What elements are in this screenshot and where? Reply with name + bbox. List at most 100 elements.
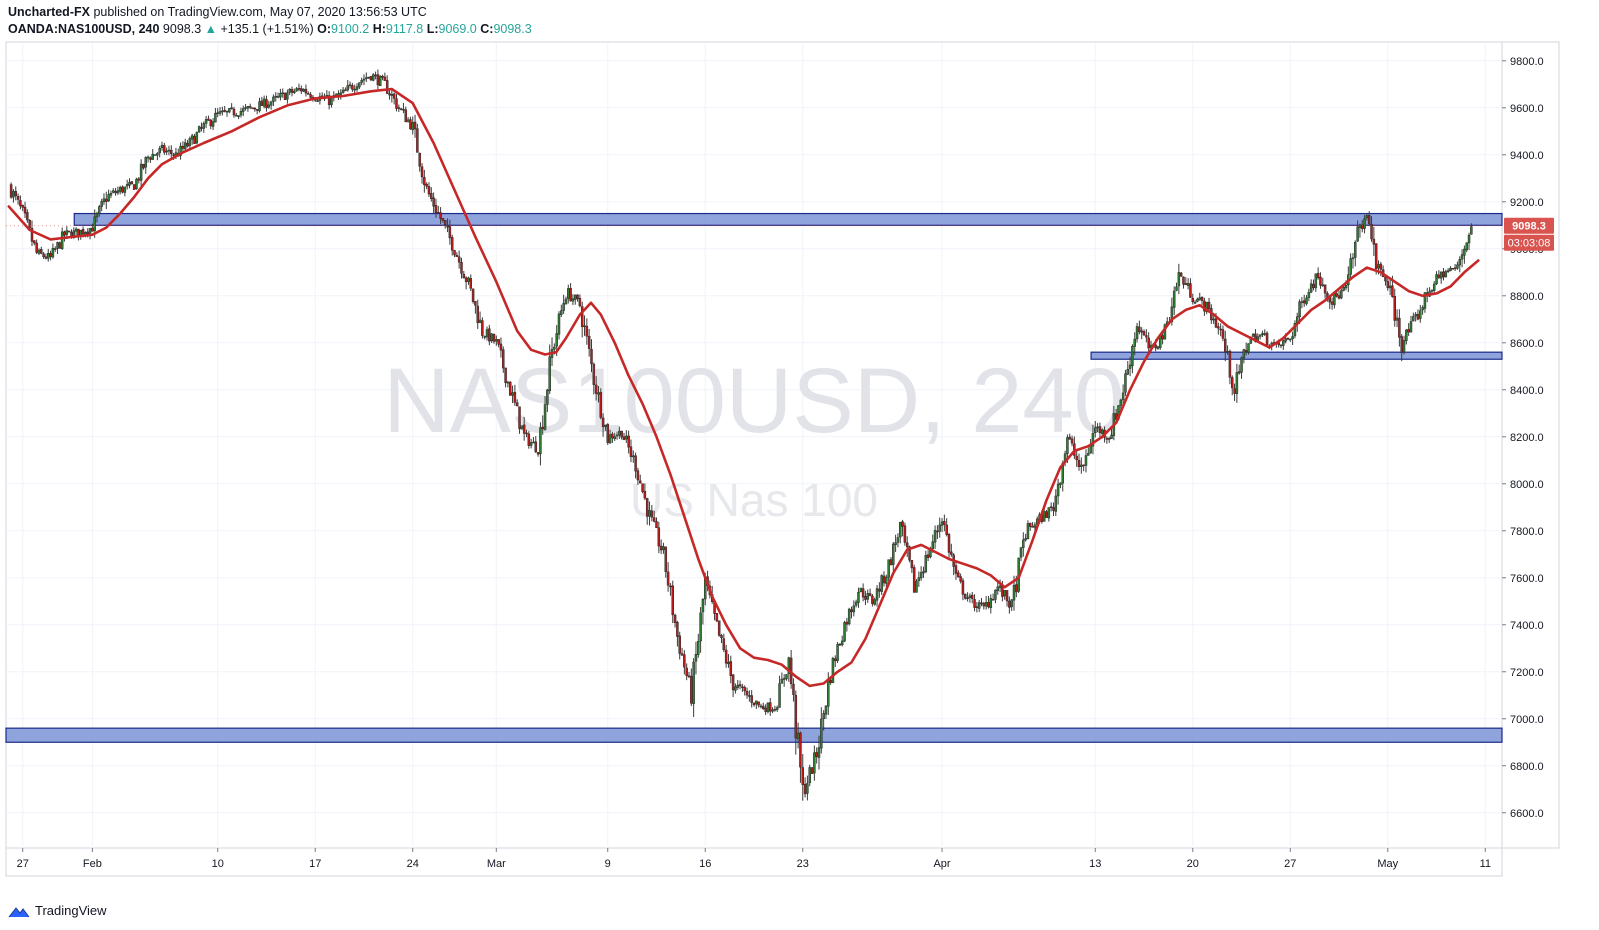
- candle: [450, 234, 454, 256]
- candle: [1312, 279, 1315, 291]
- candle-body: [1052, 507, 1055, 511]
- candle: [218, 107, 222, 116]
- candle-body: [139, 163, 143, 181]
- candle-body: [376, 74, 380, 86]
- candle-body: [669, 585, 672, 588]
- candle-body: [112, 190, 115, 193]
- candle-body: [1437, 274, 1441, 278]
- candle: [866, 589, 870, 603]
- candle: [1316, 267, 1320, 280]
- candle-body: [42, 253, 45, 258]
- candle: [1363, 214, 1366, 234]
- candle-body: [460, 262, 463, 274]
- candle-body: [864, 596, 867, 600]
- candle-body: [1221, 329, 1225, 339]
- candle: [355, 83, 359, 92]
- candle-body: [242, 108, 245, 112]
- candle-body: [655, 521, 658, 529]
- y-tick-label: 6800.0: [1510, 761, 1544, 773]
- candle-body: [360, 80, 363, 83]
- candle-body: [490, 333, 493, 342]
- candle-body: [450, 237, 454, 251]
- candle-body: [443, 220, 447, 225]
- candle: [1432, 281, 1436, 293]
- candle: [608, 429, 612, 444]
- candle: [820, 707, 823, 754]
- candle: [281, 88, 284, 98]
- candle: [300, 85, 303, 95]
- candle: [237, 115, 240, 120]
- candle: [782, 674, 786, 687]
- candle-body: [594, 384, 598, 394]
- candle-body: [966, 597, 969, 600]
- candle: [989, 594, 993, 614]
- candle: [137, 177, 141, 184]
- candle: [1189, 278, 1192, 299]
- candle: [1258, 334, 1262, 340]
- candle: [1279, 344, 1283, 349]
- candle: [933, 525, 937, 549]
- candle: [1467, 232, 1471, 251]
- candle-body: [455, 255, 459, 257]
- candle: [1098, 422, 1102, 438]
- candle-body: [608, 434, 612, 444]
- symbol-label[interactable]: OANDA:NAS100USD, 240: [8, 22, 160, 36]
- candle: [1233, 383, 1236, 402]
- candle-body: [662, 546, 665, 550]
- candle-body: [1107, 438, 1111, 440]
- candle: [409, 116, 412, 130]
- candle: [1449, 266, 1452, 272]
- tradingview-logo-icon: [8, 906, 30, 917]
- candle-body: [727, 661, 730, 665]
- candle-body: [1138, 326, 1141, 332]
- candle-body: [1214, 318, 1218, 328]
- candle-body: [1131, 346, 1134, 367]
- candle: [1142, 329, 1146, 336]
- candle: [504, 367, 507, 388]
- candle: [156, 152, 159, 161]
- candle-body: [316, 100, 319, 102]
- candle-body: [214, 112, 217, 123]
- candle-body: [467, 277, 470, 282]
- candle: [397, 104, 401, 113]
- candle: [163, 142, 166, 155]
- candle-body: [411, 122, 414, 131]
- author-name[interactable]: Uncharted-FX: [8, 5, 90, 19]
- tradingview-footer[interactable]: TradingView: [8, 903, 107, 918]
- candle-body: [854, 601, 858, 606]
- candle-body: [297, 88, 301, 90]
- candle-body: [861, 588, 865, 598]
- candle-body: [896, 537, 900, 543]
- candle-body: [1354, 241, 1357, 258]
- candle-body: [1205, 301, 1208, 313]
- candle-body: [1247, 343, 1250, 353]
- candle: [1084, 449, 1088, 473]
- candle: [1029, 522, 1032, 531]
- candle: [193, 133, 196, 144]
- candle: [235, 112, 238, 117]
- candle-body: [657, 527, 661, 547]
- candle-body: [799, 732, 802, 768]
- candle: [202, 121, 206, 133]
- candle-body: [834, 658, 837, 662]
- candle: [518, 406, 521, 434]
- candle-body: [645, 498, 649, 517]
- candle: [950, 543, 953, 557]
- candle-body: [197, 126, 201, 133]
- candle: [701, 598, 705, 625]
- candle-body: [773, 709, 777, 711]
- candle-body: [1358, 224, 1362, 228]
- candle: [183, 138, 187, 152]
- candle-body: [690, 675, 693, 704]
- candle: [112, 188, 115, 194]
- candle: [441, 218, 445, 223]
- candle: [293, 88, 296, 95]
- candle: [123, 186, 127, 197]
- y-tick-label: 8600.0: [1510, 338, 1544, 350]
- candle: [736, 679, 739, 690]
- candle-body: [144, 157, 148, 168]
- candle-body: [557, 313, 561, 335]
- candle-body: [1432, 283, 1436, 291]
- x-tick-label: 23: [797, 858, 809, 870]
